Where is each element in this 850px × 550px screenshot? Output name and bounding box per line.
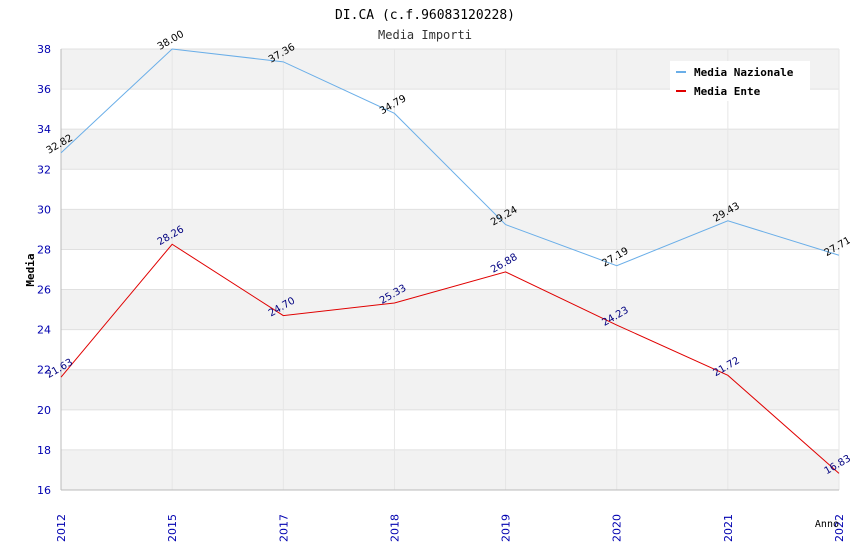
x-tick-label: 2019 (500, 514, 513, 542)
x-tick-label: 2015 (166, 514, 179, 542)
series-line (60, 243, 840, 474)
y-tick-label: 38 (37, 43, 51, 56)
y-tick-label: 36 (37, 83, 51, 96)
chart-title: DI.CA (c.f.96083120228) (335, 8, 515, 23)
y-tick-label: 26 (37, 284, 51, 297)
legend-box (670, 61, 810, 101)
y-tick-label: 18 (37, 444, 51, 457)
x-tick-label: 2017 (277, 514, 290, 542)
series-lines (60, 48, 840, 474)
x-tick-label: 2021 (722, 514, 735, 542)
chart-subtitle: Media Importi (378, 28, 472, 42)
y-tick-label: 28 (37, 243, 51, 256)
x-tick-label: 2012 (55, 514, 68, 542)
plot-band (61, 289, 839, 330)
plot-bands (61, 49, 839, 490)
y-tick-label: 32 (37, 163, 51, 176)
legend-label: Media Ente (694, 85, 761, 98)
legend-label: Media Nazionale (694, 66, 794, 79)
y-tick-label: 30 (37, 203, 51, 216)
y-axis-title: Media (24, 253, 37, 286)
x-axis-title: Anno (815, 519, 839, 530)
legend: Media Nazionale Media Ente (670, 61, 810, 101)
y-tick-label: 24 (37, 324, 51, 337)
x-tick-label: 2020 (611, 514, 624, 542)
y-tick-label: 20 (37, 404, 51, 417)
y-tick-labels: 16 18 20 22 24 26 28 30 32 34 36 38 (37, 43, 51, 497)
x-tick-labels: 2012 2015 2017 2018 2019 2020 2021 2022 (55, 514, 846, 542)
y-tick-label: 34 (37, 123, 51, 136)
plot-band (61, 129, 839, 170)
x-tick-label: 2022 (833, 514, 846, 542)
x-tick-label: 2018 (388, 514, 401, 542)
plot-band (61, 369, 839, 410)
plot-band (61, 209, 839, 250)
y-tick-label: 22 (37, 364, 51, 377)
y-tick-label: 16 (37, 484, 51, 497)
plot-band (61, 449, 839, 490)
series-line (60, 48, 840, 267)
